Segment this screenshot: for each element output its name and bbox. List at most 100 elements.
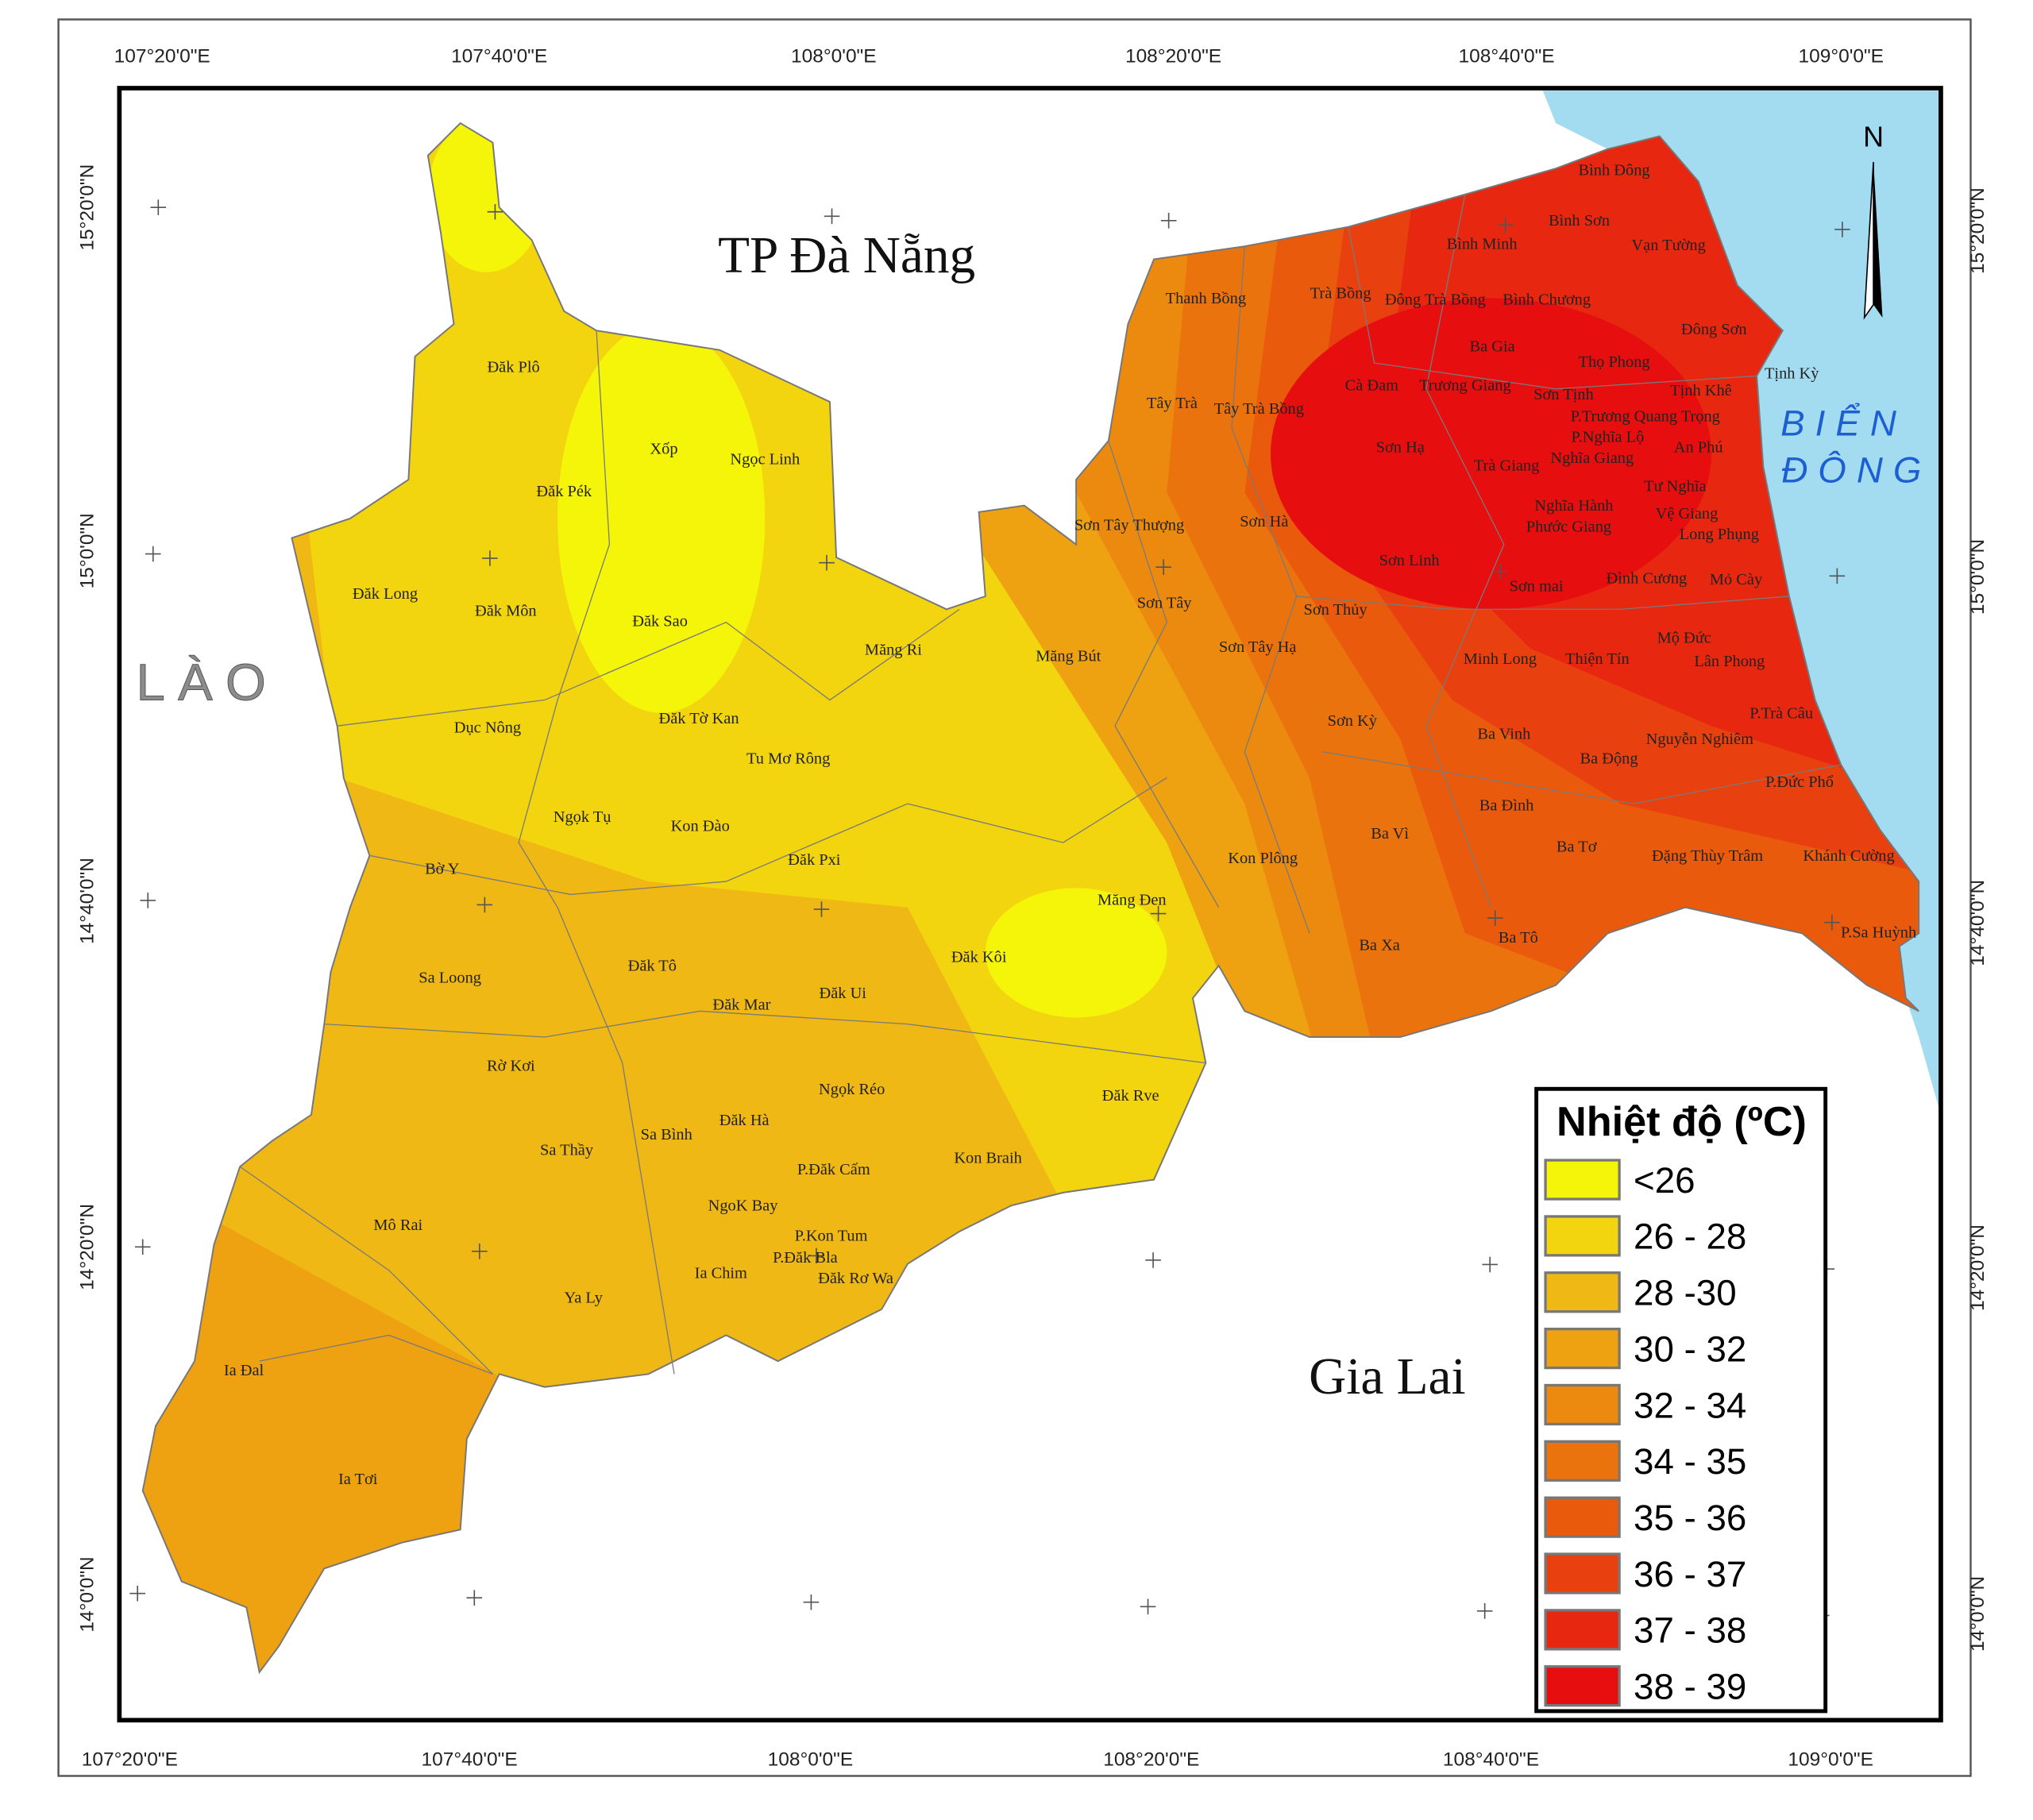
commune-label: Sơn Tịnh <box>1533 386 1594 403</box>
legend-label: <26 <box>1634 1160 1695 1201</box>
commune-label: Sơn mai <box>1510 577 1564 595</box>
legend-swatch <box>1544 1665 1621 1707</box>
boundary <box>518 330 675 1375</box>
commune-label: Đông Trà Bồng <box>1385 291 1486 309</box>
north-arrow: N <box>1863 120 1884 320</box>
commune-label: Minh Long <box>1464 650 1537 668</box>
commune-label: Ba Tô <box>1499 929 1538 947</box>
sea-label: ĐÔNG <box>1781 449 1931 490</box>
zone <box>557 324 766 713</box>
commune-label: Nghĩa Hành <box>1534 497 1613 515</box>
graticule-cross <box>803 1594 820 1610</box>
legend-label: 34 - 35 <box>1634 1441 1746 1482</box>
commune-label: Tịnh Kỳ <box>1765 365 1819 383</box>
commune-label: Măng Ri <box>865 641 922 658</box>
commune-label: Tu Mơ Rông <box>746 750 830 768</box>
commune-label: Đăk Rve <box>1102 1087 1159 1105</box>
graticule-cross <box>1492 563 1509 580</box>
commune-label: Rờ Kơi <box>487 1057 535 1074</box>
commune-label: Đăk Long <box>353 585 418 603</box>
graticule-cross <box>1487 910 1503 926</box>
boundary <box>369 777 1167 896</box>
commune-labels: Bình Đông Bình Sơn Bình Minh Vạn Tường Thanh… <box>224 161 1916 1488</box>
longitude-label: 107°20'0"E <box>114 45 210 67</box>
commune-label: Đăk Tờ Kan <box>659 710 739 727</box>
commune-label: Đăk Plô <box>487 359 539 376</box>
legend-label: 37 - 38 <box>1634 1610 1746 1651</box>
commune-label: Vệ Giang <box>1656 505 1719 522</box>
longitude-label: 107°40'0"E <box>422 1749 518 1770</box>
north-arrow-shape <box>1863 162 1874 320</box>
commune-label: P.Kon Tum <box>795 1227 868 1244</box>
graticule-cross <box>476 897 493 913</box>
commune-label: Ba Vì <box>1371 825 1409 843</box>
commune-label: Kon Đào <box>671 817 730 835</box>
commune-label: Nguyễn Nghiêm <box>1646 731 1753 748</box>
legend-label: 32 - 34 <box>1634 1385 1746 1425</box>
legend: Nhiệt độ (ºC) <26 26 - 28 28 -30 30 - 32 32 … <box>1534 1086 1828 1714</box>
commune-label: Đình Cương <box>1607 570 1688 588</box>
legend-label: 26 - 28 <box>1634 1217 1746 1257</box>
commune-label: Ya Ly <box>565 1290 604 1307</box>
graticule-cross <box>150 199 167 215</box>
legend-label: 28 -30 <box>1634 1273 1737 1313</box>
commune-label: Sơn Tây Hạ <box>1219 638 1297 656</box>
region-label: LÀO <box>137 654 280 711</box>
legend-swatch <box>1544 1271 1621 1313</box>
commune-label: Ba Xa <box>1359 937 1400 954</box>
commune-label: Sơn Thủy <box>1304 601 1368 619</box>
graticule-cross <box>134 1239 151 1255</box>
commune-label: Mộ Đức <box>1657 630 1711 647</box>
latitude-label: 14°20'0"N <box>77 1204 98 1290</box>
commune-label: Sa Thầy <box>540 1142 594 1159</box>
longitude-label: 107°40'0"E <box>451 45 547 67</box>
longitude-label: 109°0'0"E <box>1788 1749 1873 1770</box>
commune-label: Sơn Kỳ <box>1328 712 1378 730</box>
commune-label: P.Trà Câu <box>1749 704 1813 722</box>
latitude-label: 14°20'0"N <box>1967 1224 1989 1311</box>
boundary <box>1108 440 1220 908</box>
commune-label: Sa Bình <box>641 1126 692 1143</box>
commune-label: Bình Minh <box>1447 235 1518 253</box>
commune-label: Trương Giang <box>1419 376 1511 394</box>
commune-label: Ba Vinh <box>1477 726 1530 743</box>
boundary <box>324 1010 1206 1064</box>
commune-label: Bình Sơn <box>1549 212 1610 229</box>
commune-label: Tây Trà Bồng <box>1214 400 1304 418</box>
legend-swatch <box>1544 1609 1621 1651</box>
commune-label: Đăk Hà <box>719 1112 770 1129</box>
commune-label: Xốp <box>650 440 677 457</box>
legend-swatch <box>1544 1327 1621 1370</box>
commune-label: Măng Đen <box>1098 891 1167 908</box>
latitude-label: 15°20'0"N <box>1967 187 1989 274</box>
commune-label: Ngọc Linh <box>730 450 800 468</box>
commune-label: Ngọk Tụ <box>554 808 611 826</box>
commune-label: Sơn Tây <box>1137 595 1193 612</box>
graticule-cross <box>129 1585 145 1602</box>
boundary <box>1322 751 1842 804</box>
commune-label: Ngọk Réo <box>819 1081 885 1098</box>
commune-label: P.Đăk Cấm <box>797 1161 870 1178</box>
commune-label: Ia Tơi <box>338 1471 378 1488</box>
commune-label: Đăk Rơ Wa <box>818 1270 893 1287</box>
graticule-cross <box>1150 905 1167 922</box>
legend-swatch <box>1544 1215 1621 1257</box>
commune-label: Cà Đam <box>1345 376 1399 394</box>
boundary <box>1348 226 1757 390</box>
latitude-label: 15°0'0"N <box>1967 539 1989 615</box>
latitude-label: 15°20'0"N <box>77 164 98 251</box>
commune-label: Bình Đông <box>1579 161 1650 179</box>
zone <box>985 888 1167 1018</box>
graticule-cross <box>819 554 835 571</box>
graticule-cross <box>824 208 840 225</box>
commune-label: Đăk Sao <box>632 612 688 630</box>
region-label: TP Đà Nẵng <box>718 227 975 284</box>
commune-label: Mỏ Cày <box>1710 571 1763 588</box>
graticule-cross <box>1155 559 1171 576</box>
map-frame <box>117 86 1943 1723</box>
commune-label: Mô Rai <box>373 1217 422 1234</box>
commune-label: Phước Giang <box>1526 518 1611 535</box>
commune-label: Bờ Y <box>425 860 460 877</box>
commune-label: Sơn Tây Thượng <box>1074 517 1184 534</box>
commune-boundaries <box>239 194 1842 1375</box>
